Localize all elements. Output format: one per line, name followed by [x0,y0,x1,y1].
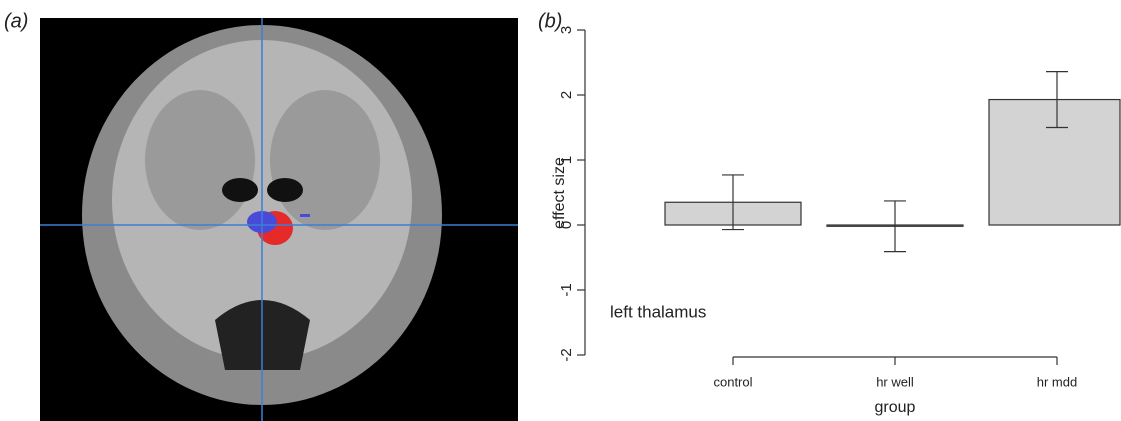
y-tick-label: 1 [558,156,575,164]
brain-image [40,18,518,421]
y-tick-label: 2 [558,91,575,99]
y-tick-label: -1 [558,283,575,296]
brain-region [145,90,255,230]
x-tick-label: control [713,374,752,389]
y-axis-label: effect size [551,157,568,229]
x-axis-label: group [875,399,916,416]
ventricle [222,178,258,202]
panel-label: (a) [4,10,28,32]
blue-cluster [300,214,310,217]
bar [989,100,1120,225]
x-tick-label: hr well [876,374,914,389]
figure: (a) (b) left thalamus group effect size … [0,0,1121,421]
y-tick-label: 3 [558,26,575,34]
annotation: left thalamus [610,302,706,321]
y-tick-label: 0 [558,221,575,229]
ventricle [267,178,303,202]
y-tick-label: -2 [558,348,575,361]
brain-region [270,90,380,230]
x-tick-label: hr mdd [1037,374,1077,389]
